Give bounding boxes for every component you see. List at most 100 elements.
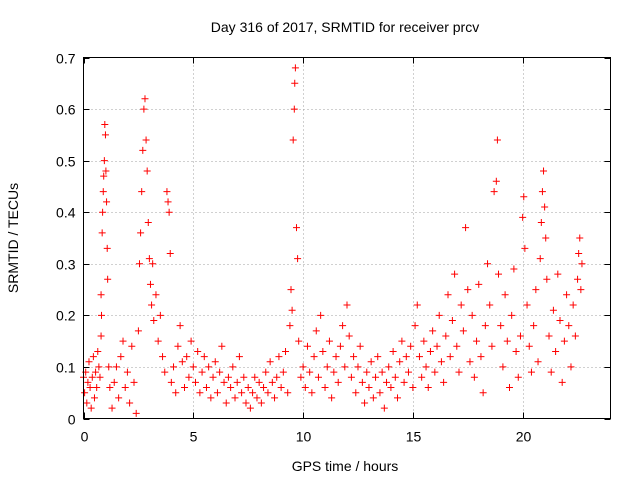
- data-point: [519, 213, 527, 221]
- data-point: [262, 368, 270, 376]
- data-point: [104, 275, 112, 283]
- data-point: [119, 337, 127, 345]
- data-point: [391, 373, 399, 381]
- data-point: [578, 260, 586, 268]
- data-point: [90, 394, 98, 402]
- data-point: [161, 368, 169, 376]
- data-point: [209, 373, 217, 381]
- y-tick-label: 0.7: [56, 51, 76, 67]
- data-point: [253, 394, 261, 402]
- data-point: [121, 384, 129, 392]
- data-point: [312, 327, 320, 335]
- data-point: [97, 332, 105, 340]
- data-point: [308, 389, 316, 397]
- data-point: [429, 327, 437, 335]
- data-point: [257, 399, 265, 407]
- x-tick-label: 0: [81, 429, 89, 445]
- data-point: [481, 322, 489, 330]
- data-point: [98, 311, 106, 319]
- data-point: [558, 378, 566, 386]
- data-point: [314, 373, 322, 381]
- data-point: [106, 384, 114, 392]
- data-point: [321, 384, 329, 392]
- data-point: [462, 224, 470, 232]
- data-point: [211, 358, 219, 366]
- data-point: [97, 291, 105, 299]
- data-point: [231, 394, 239, 402]
- data-point: [530, 322, 538, 330]
- data-point: [565, 322, 573, 330]
- chart-title: Day 316 of 2017, SRMTID for receiver prc…: [211, 19, 479, 35]
- data-point: [567, 363, 575, 371]
- data-point: [374, 353, 382, 361]
- data-point: [290, 105, 298, 113]
- data-point: [319, 347, 327, 355]
- data-point: [154, 337, 162, 345]
- data-point: [330, 368, 338, 376]
- data-point: [334, 378, 342, 386]
- data-point: [117, 353, 125, 361]
- data-point: [286, 322, 294, 330]
- data-point: [145, 255, 153, 263]
- data-point: [540, 167, 548, 175]
- data-point: [112, 363, 120, 371]
- data-point: [488, 342, 496, 350]
- data-point: [415, 353, 423, 361]
- data-point: [542, 234, 550, 242]
- data-point: [466, 358, 474, 366]
- data-point: [238, 389, 246, 397]
- data-point: [409, 384, 417, 392]
- data-point: [444, 291, 452, 299]
- data-point: [341, 363, 349, 371]
- data-point: [95, 363, 103, 371]
- data-point: [367, 358, 375, 366]
- data-point: [574, 275, 582, 283]
- data-point: [343, 301, 351, 309]
- data-point: [87, 404, 95, 412]
- data-point: [291, 64, 299, 72]
- data-point: [396, 358, 404, 366]
- data-point: [196, 389, 204, 397]
- data-point: [84, 378, 92, 386]
- data-point: [470, 373, 478, 381]
- data-point: [411, 322, 419, 330]
- data-point: [354, 363, 362, 371]
- data-point: [167, 378, 175, 386]
- data-point: [451, 270, 459, 278]
- data-point: [493, 136, 501, 144]
- data-point: [200, 353, 208, 361]
- data-point: [176, 322, 184, 330]
- data-point: [426, 347, 434, 355]
- data-point: [181, 384, 189, 392]
- data-point: [244, 384, 252, 392]
- data-point: [100, 172, 108, 180]
- data-point: [358, 378, 366, 386]
- data-point: [297, 373, 305, 381]
- data-point: [413, 301, 421, 309]
- data-point: [205, 363, 213, 371]
- data-point: [233, 378, 241, 386]
- data-point: [523, 301, 531, 309]
- data-point: [140, 105, 148, 113]
- data-point: [251, 373, 259, 381]
- data-point: [150, 317, 158, 325]
- x-axis-label: GPS time / hours: [292, 458, 399, 474]
- x-tick-label: 15: [406, 429, 422, 445]
- data-point: [459, 327, 467, 335]
- data-point: [102, 167, 110, 175]
- data-point: [435, 311, 443, 319]
- data-point: [499, 363, 507, 371]
- data-point: [227, 384, 235, 392]
- data-point: [277, 384, 285, 392]
- data-point: [433, 342, 441, 350]
- data-point: [383, 378, 391, 386]
- data-point: [284, 389, 292, 397]
- data-point: [135, 260, 143, 268]
- data-point: [448, 317, 456, 325]
- data-point: [453, 342, 461, 350]
- data-point: [490, 188, 498, 196]
- data-point: [345, 332, 353, 340]
- plot-frame: [83, 57, 611, 419]
- data-point: [420, 337, 428, 345]
